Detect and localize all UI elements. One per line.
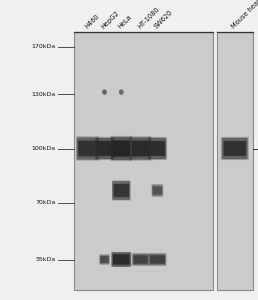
FancyBboxPatch shape	[97, 141, 112, 156]
FancyBboxPatch shape	[112, 140, 130, 157]
FancyBboxPatch shape	[132, 254, 149, 266]
FancyBboxPatch shape	[99, 254, 110, 265]
FancyBboxPatch shape	[77, 137, 99, 160]
FancyBboxPatch shape	[149, 254, 166, 266]
Ellipse shape	[119, 89, 124, 95]
Bar	[217, 32, 253, 290]
Text: HepG2: HepG2	[100, 10, 120, 30]
FancyBboxPatch shape	[148, 138, 166, 159]
Text: 100kDa: 100kDa	[31, 146, 55, 151]
FancyBboxPatch shape	[130, 137, 151, 160]
FancyBboxPatch shape	[76, 136, 99, 161]
FancyBboxPatch shape	[133, 255, 148, 264]
FancyBboxPatch shape	[132, 141, 150, 156]
FancyBboxPatch shape	[111, 252, 131, 267]
FancyBboxPatch shape	[100, 255, 109, 264]
Text: HT-1080: HT-1080	[136, 6, 160, 30]
FancyBboxPatch shape	[223, 141, 246, 156]
FancyBboxPatch shape	[132, 254, 149, 266]
FancyBboxPatch shape	[95, 138, 114, 159]
FancyBboxPatch shape	[114, 184, 129, 197]
FancyBboxPatch shape	[222, 138, 248, 159]
FancyBboxPatch shape	[113, 254, 130, 265]
Text: 170kDa: 170kDa	[31, 44, 55, 49]
Text: HeLa: HeLa	[117, 14, 133, 30]
Text: 70kDa: 70kDa	[35, 200, 55, 205]
FancyBboxPatch shape	[112, 180, 131, 201]
FancyBboxPatch shape	[221, 137, 249, 160]
FancyBboxPatch shape	[95, 137, 114, 160]
Ellipse shape	[102, 89, 107, 95]
FancyBboxPatch shape	[150, 255, 165, 264]
Text: 130kDa: 130kDa	[31, 92, 55, 97]
FancyBboxPatch shape	[152, 186, 162, 195]
Text: Mouse heart: Mouse heart	[231, 0, 258, 30]
FancyBboxPatch shape	[152, 184, 163, 196]
FancyBboxPatch shape	[148, 137, 167, 160]
Bar	[74, 32, 213, 290]
FancyBboxPatch shape	[148, 254, 166, 266]
Text: SW620: SW620	[153, 9, 174, 30]
FancyBboxPatch shape	[130, 136, 151, 161]
Text: H460: H460	[84, 13, 100, 30]
FancyBboxPatch shape	[111, 137, 132, 160]
FancyBboxPatch shape	[111, 252, 131, 267]
FancyBboxPatch shape	[150, 141, 165, 156]
FancyBboxPatch shape	[112, 181, 130, 200]
FancyBboxPatch shape	[110, 136, 132, 161]
FancyBboxPatch shape	[100, 256, 109, 263]
FancyBboxPatch shape	[152, 184, 163, 196]
FancyBboxPatch shape	[78, 141, 97, 156]
Text: 55kDa: 55kDa	[35, 257, 55, 262]
